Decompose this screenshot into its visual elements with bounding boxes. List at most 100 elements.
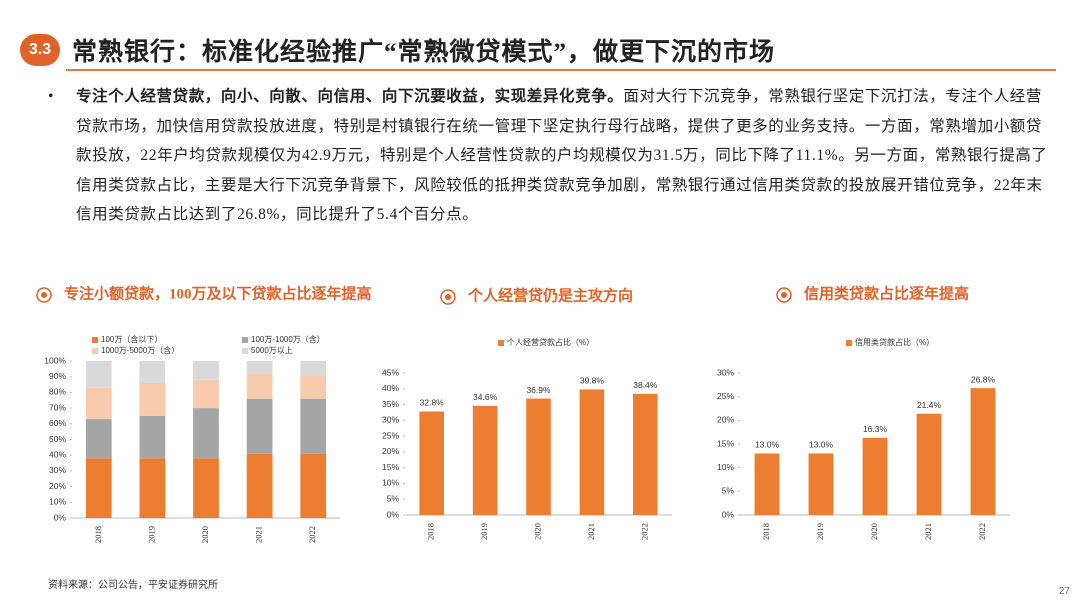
bar — [754, 453, 780, 515]
y-tick-label: 30% — [382, 415, 399, 425]
heading-icon — [776, 287, 792, 303]
legend-swatch — [498, 340, 504, 346]
bar-segment — [193, 379, 219, 409]
y-tick-label: 50% — [49, 434, 66, 444]
source-note: 资料来源：公司公告，平安证券研究所 — [48, 580, 218, 591]
y-tick-label: 20% — [382, 446, 399, 456]
legend-swatch — [92, 348, 98, 354]
bar — [579, 389, 605, 515]
x-tick-label: 2019 — [146, 526, 156, 543]
x-tick-label: 2020 — [200, 526, 210, 543]
value-label: 34.6% — [473, 392, 498, 402]
x-tick-label: 2018 — [426, 523, 436, 540]
bar-segment — [139, 458, 166, 518]
x-tick-label: 2021 — [254, 526, 264, 543]
y-tick-label: 20% — [717, 415, 734, 425]
x-tick-label: 2022 — [307, 526, 317, 543]
value-label: 39.8% — [580, 376, 605, 386]
heading-icon — [36, 287, 52, 303]
bar-segment — [246, 373, 273, 399]
bar-segment — [193, 361, 219, 380]
x-tick-label: 2022 — [977, 523, 987, 540]
bar-segment — [85, 387, 112, 420]
bar-segment — [139, 382, 166, 416]
y-tick-label: 70% — [49, 402, 66, 412]
y-tick-label: 5% — [387, 493, 400, 503]
x-tick-label: 2018 — [761, 523, 771, 540]
y-tick-label: 10% — [382, 478, 399, 488]
legend-label: 100万-1000万（含） — [251, 334, 325, 344]
value-label: 26.8% — [971, 374, 996, 384]
y-tick-label: 80% — [49, 387, 66, 397]
chart-title: 个人经营贷仍是主攻方向 — [467, 286, 633, 304]
bar — [916, 413, 942, 515]
bullet-paragraph: • 专注个人经营贷款，向小、向散、向信用、向下沉要收益，实现差异化竞争。面对大行下… — [48, 82, 1052, 230]
bar-segment — [246, 453, 273, 518]
x-tick-label: 2020 — [532, 523, 542, 540]
bar-segment — [193, 408, 219, 459]
value-label: 36.9% — [526, 385, 551, 395]
value-label: 13.0% — [809, 440, 834, 450]
bar-segment — [300, 375, 327, 399]
value-label: 16.3% — [863, 424, 888, 434]
y-tick-label: 5% — [722, 486, 735, 496]
bar-segment — [246, 398, 273, 454]
bar-segment — [246, 361, 273, 374]
x-tick-label: 2019 — [479, 523, 489, 540]
y-tick-label: 40% — [49, 449, 66, 459]
bar — [633, 393, 658, 515]
bar-segment — [139, 415, 166, 459]
legend-label: 1000万-5000万（含） — [101, 345, 179, 355]
heading-icon — [440, 289, 456, 305]
legend-label: 5000万以上 — [251, 346, 293, 355]
x-tick-label: 2021 — [586, 523, 596, 540]
y-tick-label: 0% — [387, 509, 400, 519]
legend-label: 信用类贷款占比（%） — [855, 337, 934, 347]
y-tick-label: 15% — [717, 438, 734, 448]
heading-icon-dot — [445, 294, 451, 300]
bar — [808, 453, 834, 515]
chart-title: 信用类贷款占比逐年提高 — [804, 284, 969, 302]
bar-segment — [85, 458, 112, 518]
y-tick-label: 20% — [49, 481, 66, 491]
legend-swatch — [92, 337, 98, 343]
bar-segment — [300, 398, 327, 454]
bar-segment — [193, 458, 219, 518]
y-tick-label: 90% — [49, 371, 66, 381]
y-tick-label: 0% — [722, 509, 735, 519]
x-tick-label: 2019 — [815, 523, 825, 540]
value-label: 32.8% — [420, 398, 445, 408]
title-rule — [66, 69, 1056, 71]
slide-title: 常熟银行：标准化经验推广“常熟微贷模式”，做更下沉的市场 — [72, 39, 776, 66]
legend-swatch — [846, 340, 852, 346]
y-tick-label: 15% — [382, 462, 399, 472]
page-number: 27 — [1058, 586, 1070, 597]
legend-label: 个人经营贷款占比（%） — [507, 337, 594, 347]
y-tick-label: 25% — [382, 430, 399, 440]
bullet-bold: 专注个人经营贷款，向小、向散、向信用、向下沉要收益，实现差异化竞争。 — [76, 88, 624, 105]
y-tick-label: 30% — [717, 367, 734, 377]
heading-icon-dot — [781, 292, 787, 298]
bar — [970, 388, 996, 515]
bar — [472, 405, 498, 515]
legend-label: 100万（含以下） — [101, 334, 162, 344]
x-tick-label: 2022 — [639, 523, 649, 540]
bullet-text: 面对大行下沉竞争，常熟银行坚定下沉打法，专注个人经营贷款市场，加快信用贷款投放进… — [76, 88, 1048, 223]
y-tick-label: 100% — [44, 355, 66, 365]
bullet-dot: • — [48, 88, 55, 105]
y-tick-label: 60% — [49, 418, 66, 428]
bar — [862, 437, 888, 515]
y-tick-label: 45% — [382, 367, 399, 377]
y-tick-label: 10% — [717, 462, 734, 472]
value-label: 38.4% — [633, 380, 658, 390]
legend-swatch — [242, 337, 248, 343]
x-tick-label: 2018 — [93, 526, 103, 543]
heading-icon-dot — [41, 292, 47, 298]
x-tick-label: 2020 — [869, 523, 879, 540]
chart-title: 专注小额贷款，100万及以下贷款占比逐年提高 — [64, 284, 372, 302]
bar-segment — [85, 361, 112, 388]
section-badge: 3.3 — [20, 34, 60, 66]
bar — [526, 398, 551, 515]
